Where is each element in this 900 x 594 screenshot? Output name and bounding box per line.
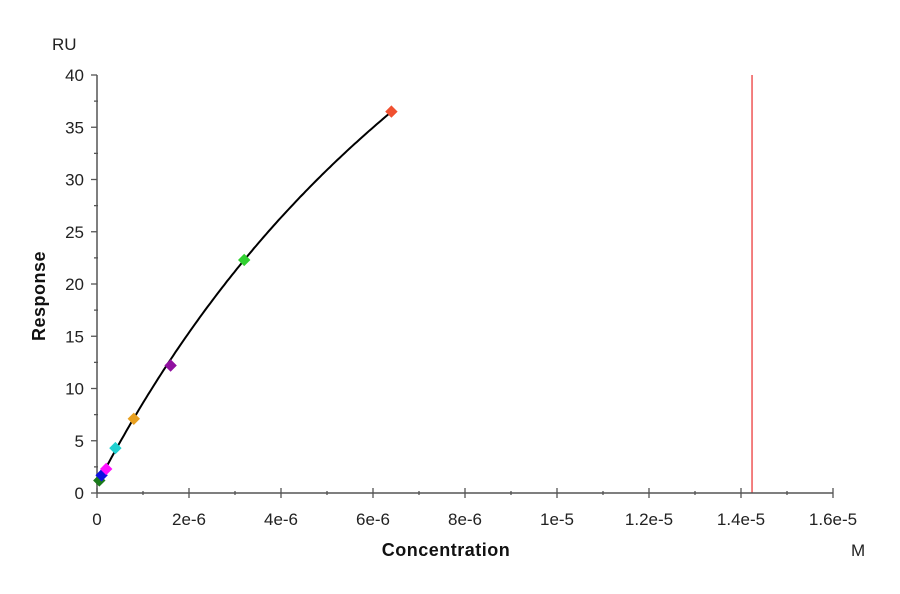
data-point-marker	[385, 105, 398, 118]
y-axis-title: Response	[29, 251, 49, 341]
fit-curve-line	[96, 111, 393, 486]
data-points	[93, 105, 398, 487]
y-tick-label: 5	[75, 432, 84, 451]
data-point-marker	[237, 253, 251, 267]
x-tick-label: 2e-6	[172, 510, 206, 529]
x-tick-label: 1e-5	[540, 510, 574, 529]
y-tick-label: 10	[65, 380, 84, 399]
fit-curve	[96, 111, 393, 486]
x-tick-label: 1.2e-5	[625, 510, 673, 529]
x-tick-label: 4e-6	[264, 510, 298, 529]
y-tick-label: 15	[65, 327, 84, 346]
x-axis-title: Concentration	[382, 540, 511, 560]
axes: 0 2e-6 4e-6 6e-6 8e-6 1e-5 1.2e-5 1.4e-5 1.6e-5 0…	[65, 66, 857, 529]
y-tick-label: 0	[75, 484, 84, 503]
x-unit-label: M	[851, 541, 865, 560]
x-tick-label: 8e-6	[448, 510, 482, 529]
x-tick-label: 0	[92, 510, 101, 529]
x-tick-label: 1.4e-5	[717, 510, 765, 529]
y-unit-label: RU	[52, 35, 77, 54]
y-tick-label: 25	[65, 223, 84, 242]
data-point-marker	[164, 359, 177, 372]
data-point-marker	[109, 441, 122, 455]
y-tick-label: 20	[65, 275, 84, 294]
y-tick-label: 30	[65, 171, 84, 190]
y-tick-label: 40	[65, 66, 84, 85]
x-tick-label: 1.6e-5	[809, 510, 857, 529]
x-tick-label: 6e-6	[356, 510, 390, 529]
data-point-marker	[99, 462, 113, 476]
data-point-marker	[127, 412, 141, 426]
y-tick-label: 35	[65, 118, 84, 137]
